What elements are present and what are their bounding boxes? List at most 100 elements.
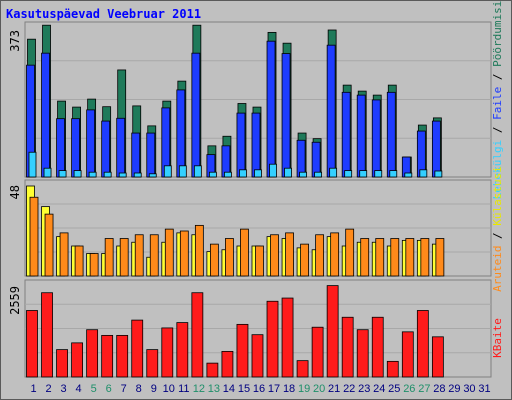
requests-bar: [58, 170, 67, 178]
kbytes-bar: [191, 292, 204, 378]
visits-bar: [285, 232, 294, 277]
visits-bar: [89, 253, 99, 277]
kbytes-bar: [176, 322, 189, 378]
kbytes-bar: [296, 360, 309, 378]
visits-bar: [405, 238, 415, 277]
kbytes-bar: [71, 342, 83, 378]
files-bar: [101, 120, 111, 178]
visits-bar: [345, 228, 355, 277]
visits-bar: [225, 238, 234, 277]
requests-bar: [43, 167, 52, 178]
kbytes-bar: [311, 326, 324, 378]
files-bar: [56, 118, 65, 178]
x-tick-label: 7: [121, 383, 127, 395]
x-tick-label: 29: [448, 383, 460, 395]
requests-bar: [434, 170, 443, 178]
x-tick-label: 4: [76, 383, 82, 395]
visits-bar: [59, 232, 69, 277]
x-tick-label: 18: [283, 383, 295, 395]
requests-bar: [344, 170, 353, 178]
x-tick-label: 27: [418, 383, 430, 395]
requests-bar: [118, 172, 127, 178]
visits-bar: [435, 238, 445, 277]
x-tick-label: 30: [463, 383, 475, 395]
x-tick-label: 22: [343, 383, 355, 395]
legend-pages: Pöördumisi: [491, 1, 504, 67]
x-tick-label: 21: [328, 383, 340, 395]
legend-requests: Lehekülgi: [491, 140, 504, 200]
kbytes-bar: [386, 360, 399, 378]
legend-kbytes: KBaite: [491, 318, 504, 358]
files-bar: [146, 132, 156, 178]
y-max-label-3: 2559: [8, 286, 22, 315]
kbytes-bar: [341, 316, 354, 378]
visits-bar: [255, 245, 264, 277]
legend-text: KBaite: [491, 318, 504, 358]
visits-bar: [119, 238, 129, 277]
visits-bar: [360, 238, 370, 277]
files-bar: [266, 40, 276, 178]
files-bar: [236, 112, 246, 178]
y-max-label-2: 48: [8, 185, 22, 199]
x-tick-label: 26: [403, 383, 415, 395]
requests-bar: [193, 165, 202, 178]
legend-text: Lehekülgi / Faile / Pöördumisi: [491, 1, 504, 200]
x-tick-label: 11: [178, 383, 189, 395]
requests-bar: [88, 171, 97, 178]
legend-visits: Aruteid: [491, 246, 504, 292]
visits-bar: [270, 234, 279, 277]
files-bar: [86, 109, 96, 178]
requests-bar: [359, 170, 368, 178]
y-max-label-1: 373: [8, 30, 22, 52]
kbytes-bar: [116, 334, 129, 378]
requests-bar: [329, 167, 338, 178]
x-tick-label: 23: [358, 383, 370, 395]
kbytes-bar: [236, 323, 249, 378]
kbytes-bar: [266, 300, 279, 378]
x-tick-label: 5: [91, 383, 97, 395]
files-bar: [386, 91, 396, 178]
visits-bar: [330, 232, 340, 277]
requests-bar: [208, 171, 217, 178]
legend-separator: /: [491, 120, 504, 140]
requests-bar: [178, 165, 187, 178]
kbytes-bar: [326, 285, 339, 378]
x-tick-label: 24: [373, 383, 385, 395]
requests-bar: [28, 151, 37, 178]
requests-bar: [299, 171, 307, 178]
legend-text: Aruteid / Külastusi: [491, 166, 504, 292]
x-tick-label: 1: [30, 383, 36, 395]
x-tick-label: 28: [433, 383, 445, 395]
x-tick-label: 15: [238, 383, 250, 395]
legend-hosts: Külastusi: [491, 166, 504, 226]
kbytes-bar: [206, 362, 219, 378]
kbytes-bar: [146, 349, 159, 378]
legend-files: Faile: [491, 87, 504, 120]
requests-bar: [239, 169, 247, 178]
requests-bar: [103, 171, 112, 178]
files-bar: [431, 120, 441, 178]
files-bar: [371, 99, 381, 178]
visits-bar: [390, 238, 400, 277]
requests-bar: [419, 169, 428, 178]
x-tick-label: 6: [106, 383, 112, 395]
chart-title: Kasutuspäevad Veebruar 2011: [6, 7, 202, 21]
requests-bar: [404, 172, 413, 178]
legend-group: Aruteid / Külastusi: [491, 166, 504, 292]
x-tick-label: 16: [253, 383, 265, 395]
kbytes-bar: [281, 297, 294, 378]
requests-bar: [374, 170, 383, 178]
x-tick-label: 2: [45, 383, 51, 395]
visits-bar: [164, 228, 174, 277]
visits-bar: [209, 243, 219, 277]
requests-bar: [314, 171, 323, 178]
kbytes-bar: [431, 336, 444, 378]
visits-bar: [300, 243, 309, 277]
requests-bar: [269, 163, 277, 178]
visits-bar: [315, 234, 325, 277]
kbytes-bar: [401, 331, 414, 378]
x-tick-label: 12: [193, 383, 205, 395]
files-bar: [296, 139, 306, 178]
x-tick-label: 25: [388, 383, 400, 395]
